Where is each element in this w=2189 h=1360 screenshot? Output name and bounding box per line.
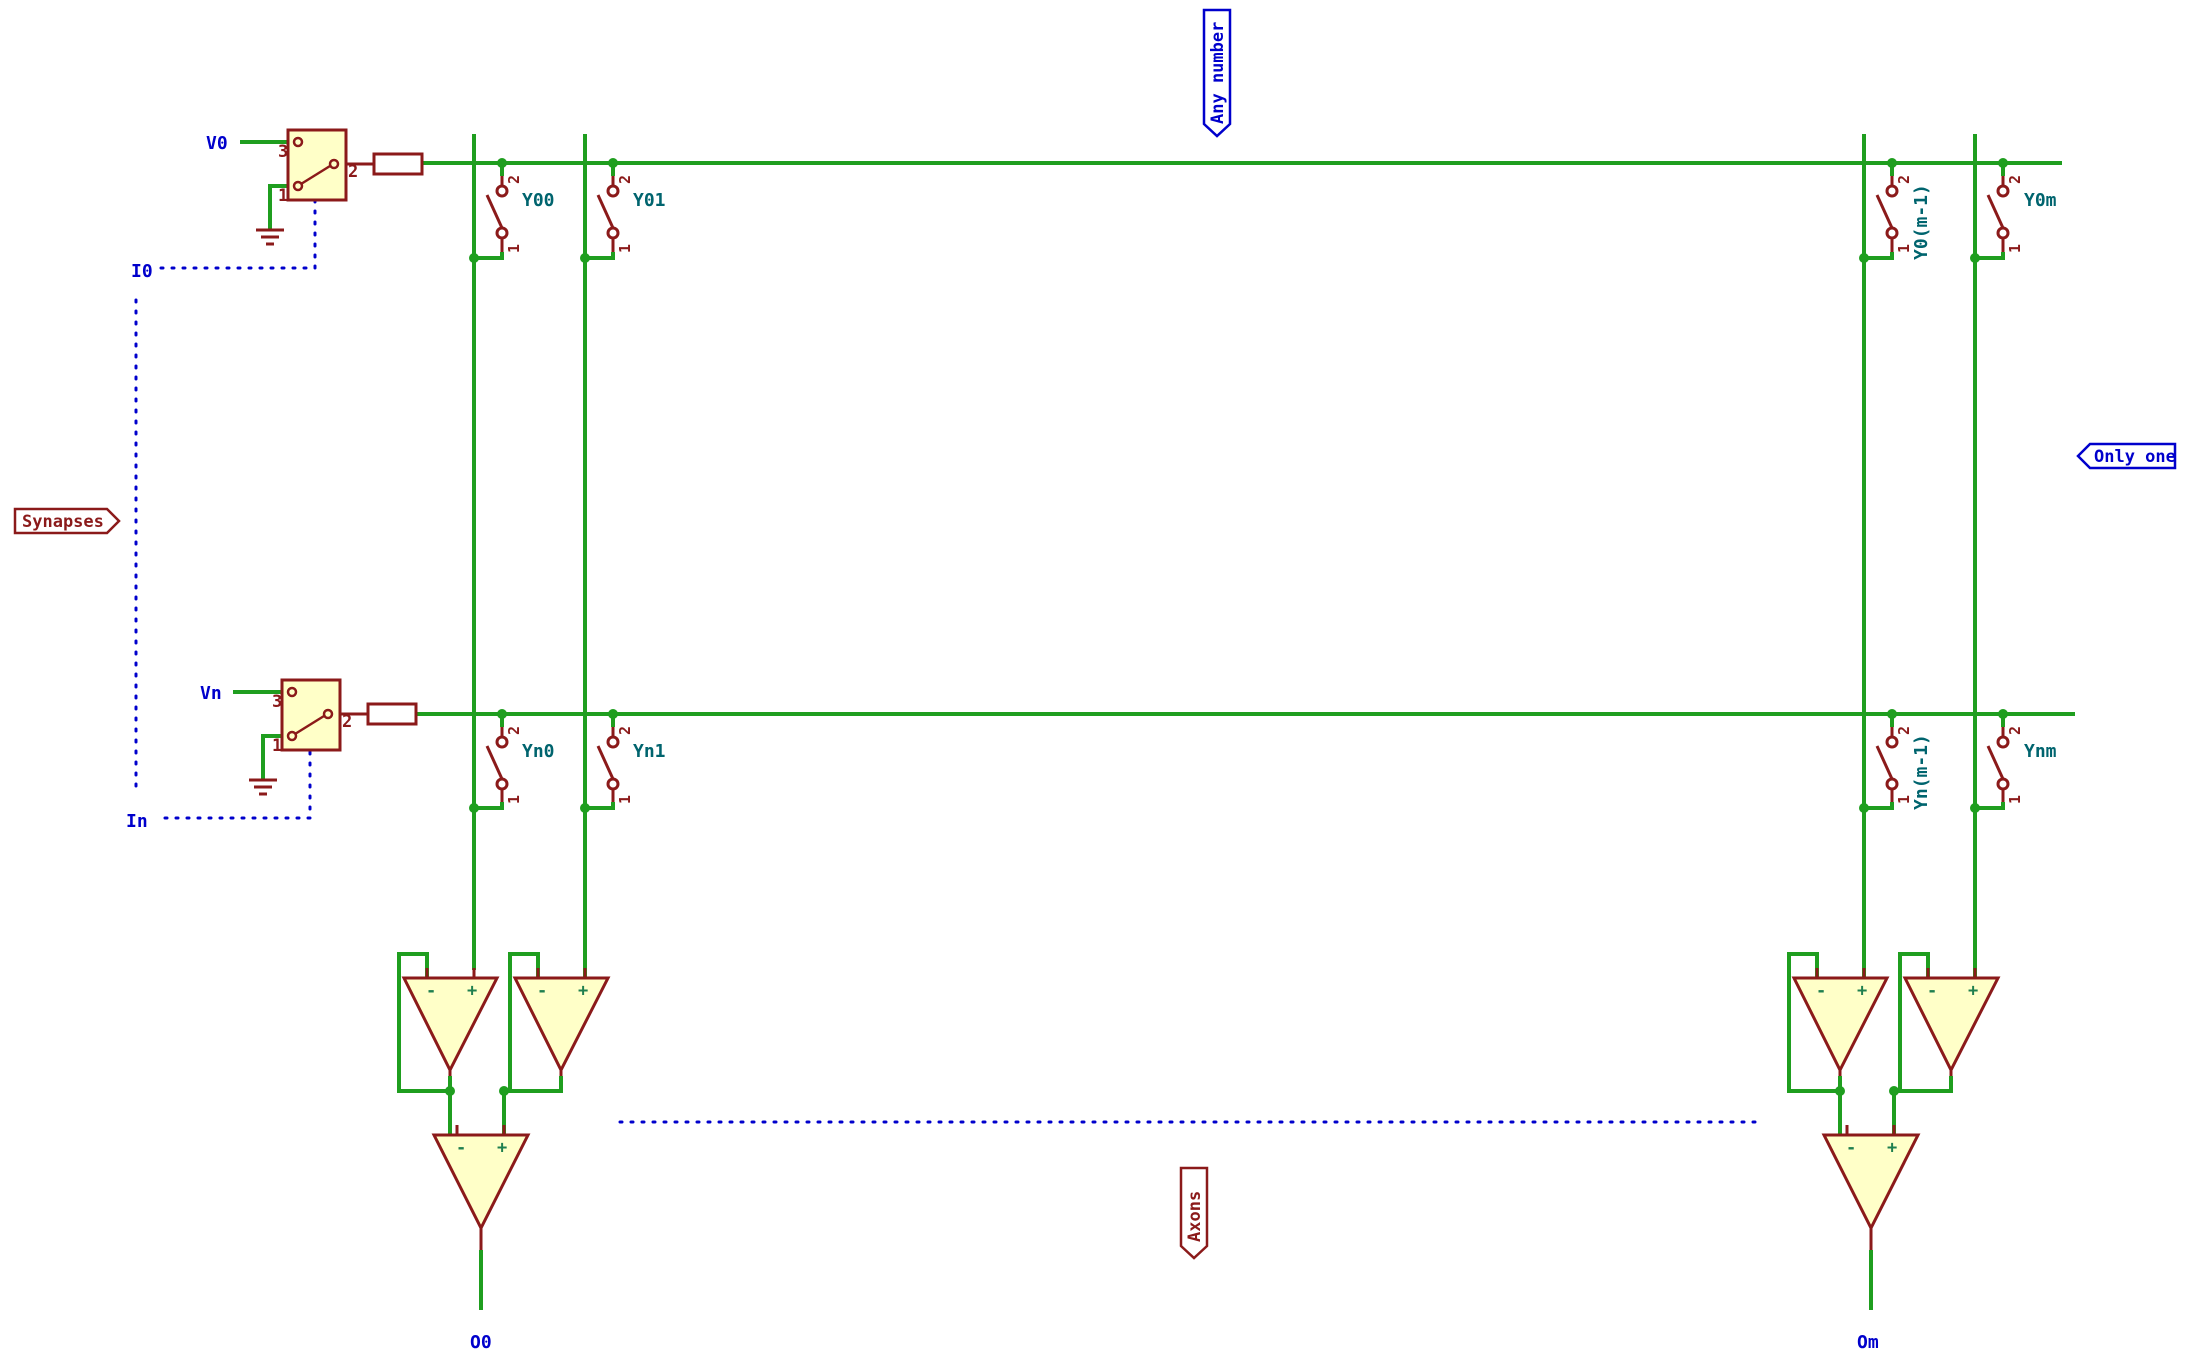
net-labels: V0 Vn I0 In O0 Om	[126, 133, 1879, 1353]
pin-2-label: 2	[616, 175, 634, 184]
switch-ynm	[1986, 727, 2010, 802]
axons-text: Axons	[1185, 1191, 1205, 1242]
pin-2-label: 2	[2006, 726, 2024, 735]
op-amp	[401, 976, 500, 1074]
pin-1-label: 1	[2006, 795, 2024, 804]
switch-label-y00: Y00	[522, 190, 555, 211]
switch-y0m1	[1875, 176, 1899, 252]
selector-switch-n: 3 1 2	[272, 678, 418, 756]
ground-icon	[249, 778, 277, 796]
plus-sign: +	[467, 981, 477, 1001]
selector-switch-0: 3 1 2	[278, 128, 424, 206]
op-amp	[1821, 1133, 1921, 1232]
output-om-label: Om	[1857, 1332, 1879, 1353]
pin-1-label: 1	[505, 795, 523, 804]
op-amps	[401, 976, 2001, 1232]
switch-y00	[485, 176, 509, 252]
pin-1-label: 1	[278, 186, 288, 206]
any-number-text: Any number	[1208, 22, 1228, 124]
switch-ref-labels: Y00 Y01 Y0(m-1) Y0m Yn0 Yn1 Yn(m-1) Ynm	[522, 184, 2057, 810]
pin-3-label: 3	[272, 692, 282, 712]
switch-label-yn1: Yn1	[633, 741, 666, 762]
pin-2-label: 2	[616, 726, 634, 735]
switch-label-ynm: Ynm	[2024, 741, 2057, 762]
switch-ynm1	[1875, 727, 1899, 802]
pin-1-label: 1	[1895, 795, 1913, 804]
plus-sign: +	[578, 981, 588, 1001]
pin-1-label: 1	[505, 244, 523, 253]
crosspoint-switches	[485, 176, 2010, 802]
switch-label-y0m1: Y0(m-1)	[1911, 184, 1932, 260]
switch-label-y01: Y01	[633, 190, 666, 211]
switch-pin-numbers: 2 1 2 1 2 1 2 1 2 1 2 1 2 1 2 1	[505, 175, 2024, 804]
only-one-label: Only one	[2076, 442, 2177, 470]
synapses-text: Synapses	[22, 512, 104, 532]
any-number-label: Any number	[1202, 8, 1232, 138]
pin-2-label: 2	[348, 162, 358, 182]
op-amp-stubs	[425, 968, 1977, 1250]
output-o0-label: O0	[470, 1332, 492, 1353]
minus-sign: -	[426, 981, 436, 1001]
switch-yn0	[485, 727, 509, 802]
minus-sign: -	[456, 1138, 466, 1158]
plus-sign: +	[1968, 981, 1978, 1001]
pin-2-label: 2	[505, 726, 523, 735]
switch-label-ynm1: Yn(m-1)	[1911, 734, 1932, 810]
minus-sign: -	[1816, 981, 1826, 1001]
pin-1-label: 1	[616, 244, 634, 253]
switch-yn1	[596, 727, 620, 802]
pin-2-label: 2	[505, 175, 523, 184]
plus-sign: +	[497, 1138, 507, 1158]
pin-2-label: 2	[1895, 726, 1913, 735]
ground-icon	[256, 228, 284, 246]
pin-1-label: 1	[2006, 244, 2024, 253]
pin-3-label: 3	[278, 142, 288, 162]
op-amp	[1902, 976, 2001, 1074]
input-i0-label: I0	[131, 261, 153, 282]
input-vn-label: Vn	[200, 683, 222, 704]
axons-label: Axons	[1179, 1166, 1209, 1260]
switch-y0m	[1986, 176, 2010, 252]
op-amp	[1791, 976, 1890, 1074]
minus-sign: -	[537, 981, 547, 1001]
pin-2-label: 2	[342, 712, 352, 732]
dotted-links	[134, 198, 1762, 1124]
input-in-label: In	[126, 811, 148, 832]
pin-1-label: 1	[272, 736, 282, 756]
op-amp-pin-signs: - + - + - + - + - + - +	[426, 981, 1978, 1158]
pin-1-label: 1	[1895, 244, 1913, 253]
op-amp	[512, 976, 611, 1074]
synapses-label: Synapses	[13, 507, 121, 535]
switch-label-y0m: Y0m	[2024, 190, 2057, 211]
plus-sign: +	[1857, 981, 1867, 1001]
switch-label-yn0: Yn0	[522, 741, 555, 762]
plus-sign: +	[1887, 1138, 1897, 1158]
wires	[233, 134, 2075, 1310]
minus-sign: -	[1846, 1138, 1856, 1158]
junctions	[445, 158, 2008, 1096]
pin-2-label: 2	[2006, 175, 2024, 184]
pin-1-label: 1	[616, 795, 634, 804]
only-one-text: Only one	[2094, 447, 2176, 467]
op-amp	[431, 1133, 531, 1232]
minus-sign: -	[1927, 981, 1937, 1001]
pin-2-label: 2	[1895, 175, 1913, 184]
switch-y01	[596, 176, 620, 252]
input-v0-label: V0	[206, 133, 228, 154]
